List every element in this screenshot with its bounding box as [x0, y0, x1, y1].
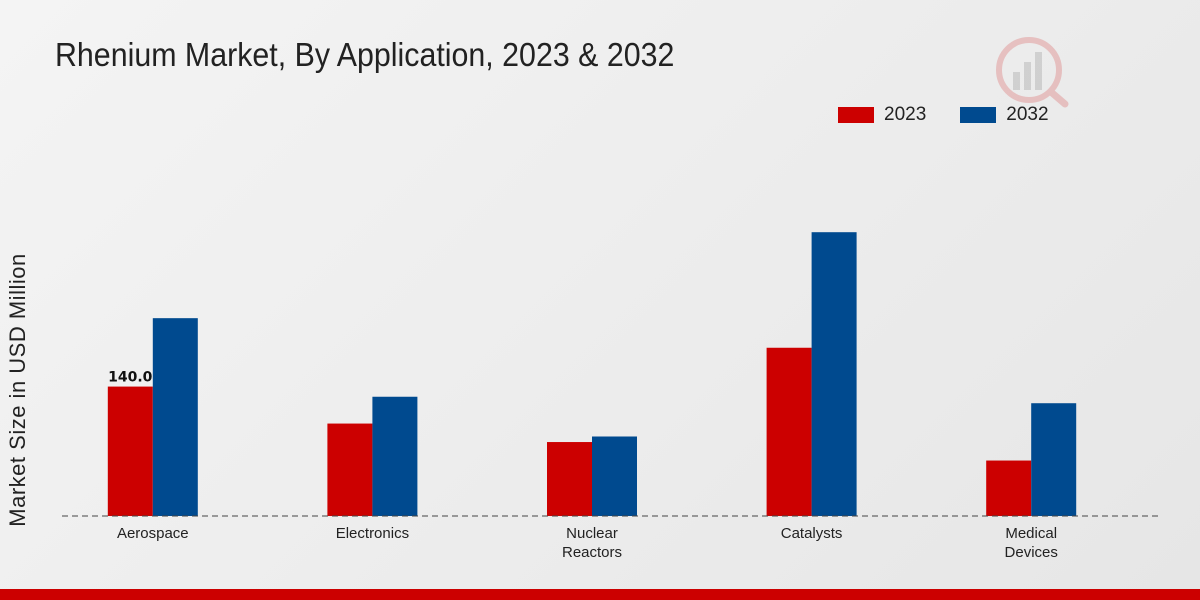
x-tick-label: Catalysts: [781, 525, 843, 542]
x-tick-label: Electronics: [336, 525, 409, 542]
legend-item-2023[interactable]: 2023: [838, 104, 926, 126]
legend-label-2023: 2023: [884, 104, 927, 125]
bar-nuclear-reactors-2032[interactable]: [592, 436, 637, 516]
bar-electronics-2023[interactable]: [327, 423, 373, 516]
x-tick-label: Aerospace: [117, 525, 189, 542]
bar-catalysts-2023[interactable]: [766, 347, 812, 516]
bar-medical-devices-2023[interactable]: [986, 460, 1032, 516]
watermark-logo-icon: [996, 37, 1069, 108]
legend-item-2032[interactable]: 2032: [960, 104, 1049, 126]
legend-swatch-2032: [960, 107, 997, 123]
legend-swatch-2023: [838, 107, 874, 123]
chart-title: Rhenium Market, By Application, 2023 & 2…: [55, 36, 675, 73]
bar-aerospace-2023[interactable]: [107, 386, 153, 516]
bar-electronics-2032[interactable]: [372, 396, 418, 516]
bottom-accent-bar: [0, 589, 1200, 600]
bar-aerospace-2032[interactable]: [152, 318, 198, 516]
data-label: 140.0: [108, 370, 153, 386]
x-tick-label: Nuclear Reactors: [562, 525, 622, 561]
legend-label-2032: 2032: [1006, 104, 1049, 125]
bar-catalysts-2032[interactable]: [811, 232, 857, 516]
legend: 2023 2032: [838, 104, 1083, 126]
x-tick-label: Medical Devices: [1005, 525, 1058, 561]
bar-nuclear-reactors-2023[interactable]: [547, 442, 592, 516]
bar-medical-devices-2032[interactable]: [1031, 403, 1077, 516]
